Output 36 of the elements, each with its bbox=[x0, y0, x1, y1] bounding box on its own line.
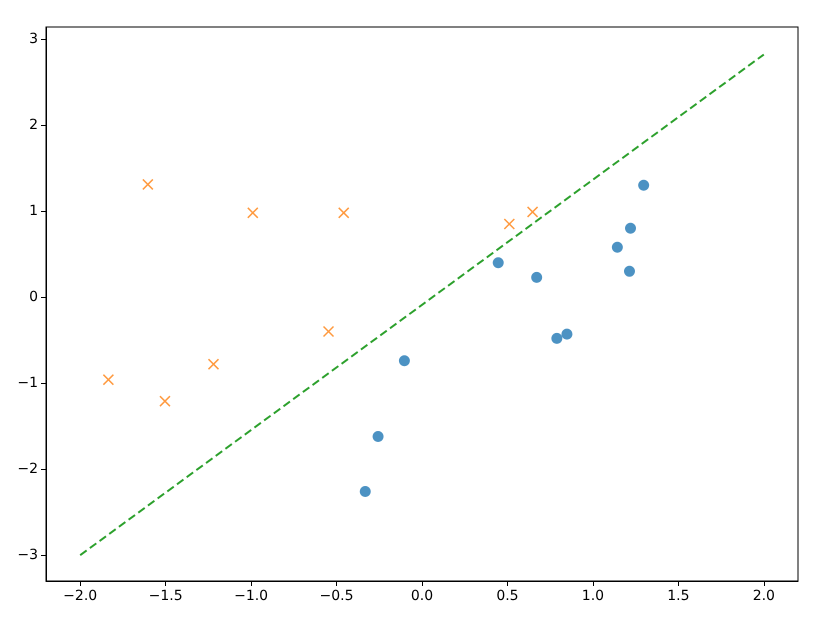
x-tick-label: 0.5 bbox=[496, 588, 519, 604]
point bbox=[526, 206, 538, 218]
point bbox=[551, 332, 562, 344]
x-tick-label: −1.5 bbox=[148, 588, 183, 604]
point bbox=[504, 218, 516, 230]
x-tick-label: 0.0 bbox=[410, 588, 434, 604]
point bbox=[561, 328, 572, 340]
point bbox=[398, 355, 410, 366]
y-tick-label: 2 bbox=[29, 117, 38, 134]
point bbox=[338, 207, 350, 219]
point bbox=[638, 180, 650, 191]
point bbox=[142, 178, 154, 190]
point bbox=[531, 272, 542, 283]
point bbox=[322, 326, 334, 338]
x-tick-label: 2.0 bbox=[752, 588, 775, 604]
y-tick-label: −1 bbox=[17, 375, 38, 392]
point bbox=[624, 266, 635, 277]
point bbox=[492, 257, 504, 268]
point bbox=[208, 358, 220, 370]
x-tick-label: −0.5 bbox=[320, 588, 354, 604]
x-tick-label: 1.5 bbox=[667, 588, 690, 604]
y-tick-label: −3 bbox=[17, 547, 38, 564]
x-tick-label: 1.0 bbox=[582, 588, 604, 604]
point bbox=[372, 430, 384, 442]
point bbox=[360, 486, 371, 498]
x-tick-label: −2.0 bbox=[63, 588, 98, 604]
point bbox=[102, 374, 114, 386]
x-tick-label: −1.0 bbox=[234, 588, 268, 604]
y-tick-label: 3 bbox=[29, 31, 38, 48]
point bbox=[247, 207, 259, 219]
point bbox=[612, 242, 623, 253]
y-tick-label: 0 bbox=[29, 289, 38, 306]
y-tick-label: −2 bbox=[17, 461, 38, 478]
y-tick-label: 1 bbox=[29, 203, 38, 220]
point bbox=[625, 222, 636, 234]
point bbox=[159, 395, 171, 407]
